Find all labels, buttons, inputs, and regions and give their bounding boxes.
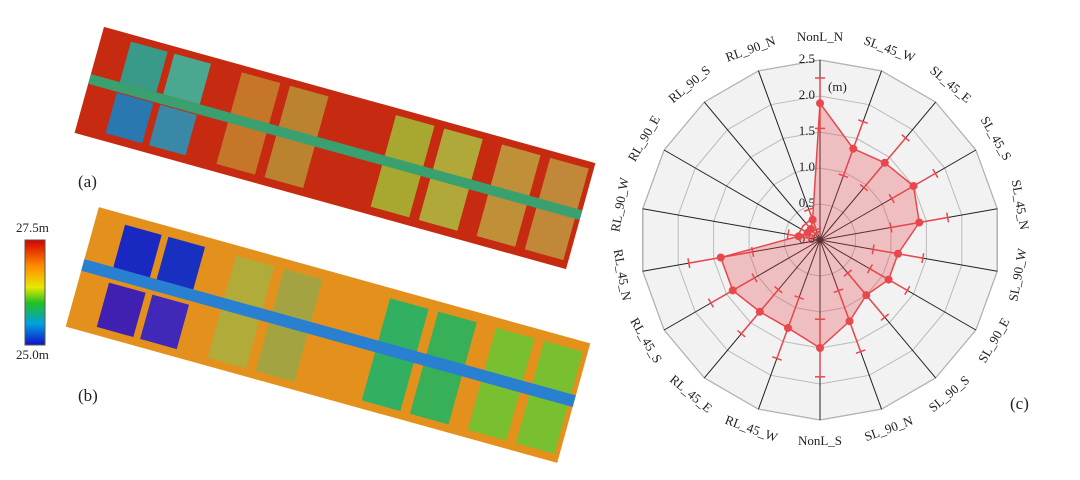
data-point [845, 317, 854, 326]
height-map-a [74, 26, 596, 270]
data-point [849, 144, 858, 153]
error-cap [833, 288, 844, 294]
data-point [806, 224, 815, 233]
category-label: SL_90_W [1005, 246, 1029, 302]
data-point [783, 323, 792, 332]
category-label: SL_45_N [1009, 178, 1033, 231]
error-cap [811, 230, 820, 239]
spoke [663, 149, 821, 241]
category-label: SL_45_S [978, 114, 1015, 163]
error-cap [859, 183, 869, 192]
error-cap [932, 168, 939, 179]
error-cap [774, 285, 783, 294]
unit-label: (m) [828, 79, 847, 94]
error-cap [866, 264, 874, 274]
error-cap [687, 258, 691, 269]
category-label: SL_90_N [862, 412, 915, 444]
error-cap [737, 329, 746, 338]
panel-label: (a) [78, 172, 97, 191]
radar-chart: 0.00.51.01.52.02.5NonL_NSL_45_WSL_45_ESL… [607, 29, 1032, 448]
error-cap [771, 355, 782, 361]
data-point [884, 275, 893, 284]
error-cap [871, 244, 875, 255]
error-cap [786, 229, 790, 240]
category-label: SL_45_W [862, 33, 918, 66]
category-label: RL_90_W [607, 176, 631, 233]
error-cap [858, 119, 869, 125]
data-point [794, 232, 803, 241]
spoke [703, 101, 821, 241]
error-cap [803, 207, 814, 212]
error-cap [838, 173, 849, 179]
error-cap [794, 295, 805, 300]
data-point [915, 218, 924, 227]
error-cap [855, 349, 866, 355]
r-tick-label: 1.5 [799, 123, 815, 138]
category-label: SL_90_E [975, 315, 1013, 365]
colorbar [24, 239, 46, 346]
data-point [816, 344, 824, 352]
error-cap [880, 313, 890, 322]
error-cap [751, 273, 758, 283]
error-cap [901, 134, 910, 142]
error-cap [904, 285, 911, 296]
data-point [880, 158, 889, 167]
category-label: NonL_S [798, 433, 842, 448]
r-tick-label: 2.0 [799, 87, 815, 102]
error-cap [751, 246, 755, 257]
category-label: RL_90_N [723, 33, 778, 65]
error-cap [888, 193, 895, 204]
colorbar-label: 27.5m [16, 220, 49, 235]
colorbar-label: 25.0m [16, 347, 49, 362]
error-cap [921, 253, 925, 264]
data-point [909, 182, 918, 190]
r-tick-label: 1.0 [799, 159, 815, 174]
panel-label: (c) [1010, 394, 1029, 413]
error-cap [811, 227, 822, 233]
data-point [728, 286, 737, 295]
category-label: RL_45_N [611, 248, 635, 302]
data-point [862, 291, 871, 300]
error-cap [801, 219, 811, 228]
data-point [755, 307, 764, 316]
data-point [716, 253, 725, 262]
panel-label: (b) [78, 386, 98, 405]
category-label: RL_45_W [723, 412, 780, 445]
r-tick-label: 2.5 [799, 51, 815, 66]
error-cap [707, 298, 715, 308]
category-label: NonL_N [797, 29, 844, 44]
category-label: RL_90_E [625, 113, 663, 164]
height-map-b [65, 207, 591, 463]
error-cap [889, 222, 893, 233]
data-point [816, 99, 824, 108]
error-cap [946, 212, 950, 223]
category-label: RL_45_S [627, 315, 665, 366]
error-cap [843, 269, 853, 277]
category-label: RL_90_S [665, 62, 713, 106]
data-point [808, 215, 817, 224]
data-point [893, 249, 902, 258]
category-label: SL_45_E [927, 63, 974, 106]
